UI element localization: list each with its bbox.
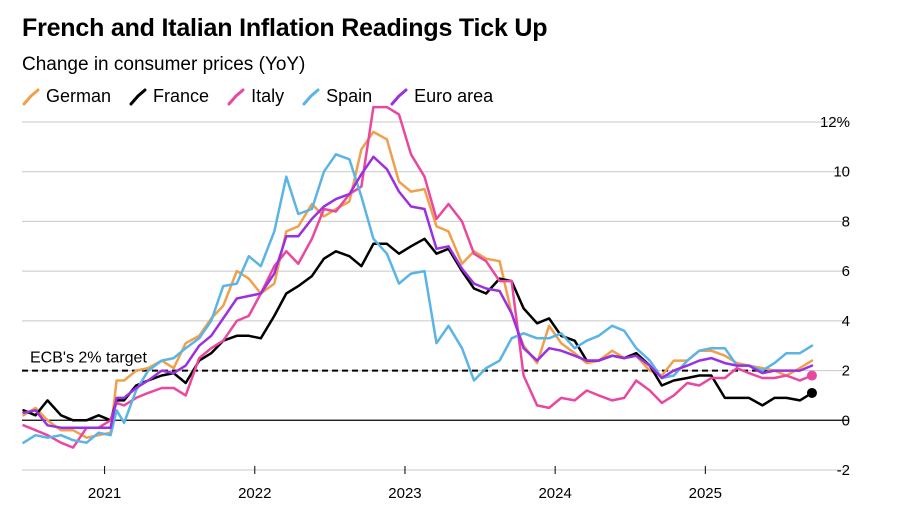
target-line-group: ECB's 2% target xyxy=(22,350,800,372)
y-tick-label: 2 xyxy=(842,363,850,380)
x-tick-label: 2024 xyxy=(538,485,571,502)
legend-item: German xyxy=(22,86,111,107)
x-tick-label: 2023 xyxy=(388,485,421,502)
series-line xyxy=(22,153,814,444)
legend-item: Euro area xyxy=(390,86,493,107)
y-tick-label: 4 xyxy=(842,313,850,330)
series-lines xyxy=(22,105,814,449)
legend-swatch xyxy=(227,88,245,105)
x-tick-label: 2025 xyxy=(689,485,722,502)
x-axis-ticks: 2021 2022 2023 2024 2025 xyxy=(88,466,722,502)
series-line xyxy=(22,105,814,449)
y-tick-label: 8 xyxy=(842,213,850,230)
y-axis-ticks: -2 0 2 4 6 8 10 12% xyxy=(820,114,850,479)
legend-item: Italy xyxy=(227,86,284,107)
legend-swatch xyxy=(390,88,408,105)
end-markers xyxy=(806,370,817,398)
end-marker xyxy=(806,387,817,398)
legend-swatch xyxy=(129,88,147,105)
legend-label: Spain xyxy=(326,86,373,106)
target-label: ECB's 2% target xyxy=(30,350,147,367)
legend-swatch xyxy=(302,88,320,105)
chart-subtitle: Change in consumer prices (YoY) xyxy=(22,54,306,75)
y-tick-label: 10 xyxy=(833,164,850,181)
x-tick-label: 2021 xyxy=(88,485,121,502)
legend-label: Italy xyxy=(251,86,285,106)
y-tick-label: 6 xyxy=(842,263,850,280)
y-tick-label: 12% xyxy=(820,114,850,131)
chart-title: French and Italian Inflation Readings Ti… xyxy=(22,14,548,42)
legend-label: German xyxy=(46,86,112,106)
series-line xyxy=(22,130,814,439)
y-tick-label: -2 xyxy=(837,462,850,479)
legend-label: France xyxy=(153,86,210,106)
y-tick-label: 0 xyxy=(842,412,850,429)
end-marker xyxy=(806,370,817,381)
gridlines xyxy=(22,121,848,471)
legend-item: Spain xyxy=(302,86,372,107)
x-tick-label: 2022 xyxy=(238,485,271,502)
legend-label: Euro area xyxy=(414,86,494,106)
chart-legend: German France Italy Spain Euro area xyxy=(22,86,493,107)
series-line xyxy=(22,237,814,422)
series-line xyxy=(22,155,814,429)
legend-item: France xyxy=(129,86,209,107)
legend-swatch xyxy=(22,88,40,105)
